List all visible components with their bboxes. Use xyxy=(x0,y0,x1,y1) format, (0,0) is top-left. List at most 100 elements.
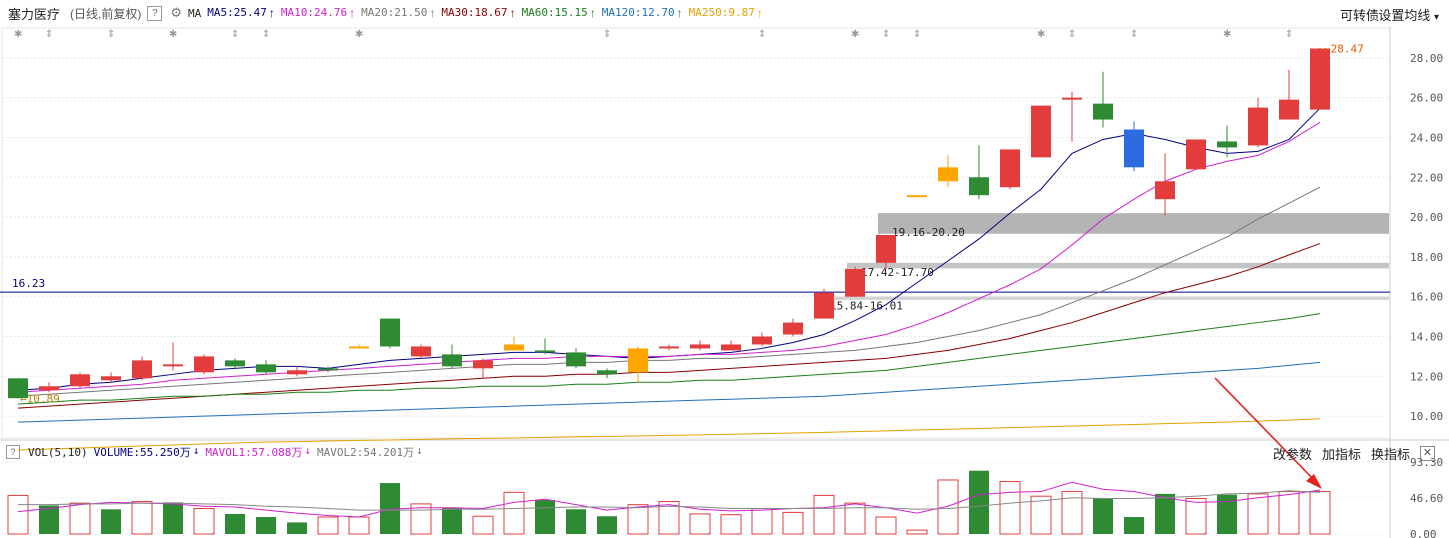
vol-legend-item-2: MAVOL2:54.201万 xyxy=(317,446,415,459)
chevron-down-icon: ▾ xyxy=(1433,12,1439,23)
candle-body-36 xyxy=(1124,129,1144,168)
ma-legend-item-2: MA20:21.50 xyxy=(361,6,428,19)
stock-name[interactable]: 塞力医疗 xyxy=(8,6,61,22)
candle-body-27 xyxy=(845,268,865,297)
ma-settings-button[interactable]: 设置均线 ▾ xyxy=(1378,5,1439,24)
price-tick-label-6: 16.00 xyxy=(1410,291,1443,304)
volume-bar-30 xyxy=(937,479,959,535)
volume-bar-37 xyxy=(1155,493,1175,534)
ma-legend-item-arrow-icon-6: ↑ xyxy=(756,6,763,20)
event-marker-icon-10: ⇕ xyxy=(882,29,890,40)
annotation-arrow-line xyxy=(1214,377,1319,485)
candle-body-14 xyxy=(442,354,462,367)
ma-legend-item-4: MA60:15.15 xyxy=(521,6,588,19)
low-price-label: ←10.89 xyxy=(20,392,60,405)
volume-bar-34 xyxy=(1061,491,1083,535)
vol-legend-item-arrow-icon-2: ↓ xyxy=(416,444,423,457)
candle-body-25 xyxy=(783,322,803,335)
price-tick-label-9: 10.00 xyxy=(1410,410,1443,423)
price-tick-label-4: 20.00 xyxy=(1410,211,1443,224)
candle-body-20 xyxy=(628,348,648,373)
candle-body-1 xyxy=(39,386,59,391)
price-tick-label-8: 12.00 xyxy=(1410,370,1443,383)
candle-body-8 xyxy=(256,364,276,373)
reference-line-label: 16.23 xyxy=(12,277,45,290)
volume-bar-24 xyxy=(751,508,773,535)
support-zone-label-2: 15.84-16.01 xyxy=(830,299,903,312)
volume-bar-33 xyxy=(1030,495,1052,535)
candle-body-22 xyxy=(690,344,710,349)
volume-bar-10 xyxy=(317,516,339,535)
ma-legend-item-arrow-icon-3: ↑ xyxy=(509,6,516,20)
ma-legend-item-5: MA120:12.70 xyxy=(601,6,675,19)
event-marker-icon-13: ⇕ xyxy=(1068,29,1076,40)
volume-bar-14 xyxy=(442,507,462,534)
change-params-button[interactable]: 改参数 xyxy=(1272,447,1312,462)
candle-body-28 xyxy=(876,234,896,263)
candle-body-10 xyxy=(318,368,338,371)
support-zone-label-0: 19.16-20.20 xyxy=(892,226,965,239)
ma-legend-item-arrow-icon-2: ↑ xyxy=(429,6,436,20)
price-tick-label-7: 14.00 xyxy=(1410,330,1443,343)
event-marker-icon-0: ✱ xyxy=(14,29,22,40)
volume-bar-35 xyxy=(1093,498,1113,534)
ma-label: MA xyxy=(188,6,202,20)
ma-line-ma250 xyxy=(17,418,1321,451)
candle-body-32 xyxy=(1000,149,1020,188)
ma-legend-item-arrow-icon-5: ↑ xyxy=(676,6,683,20)
volume-bar-15 xyxy=(472,515,494,535)
candle-body-19 xyxy=(597,370,617,375)
convertible-bond-link[interactable]: 可转债 xyxy=(1339,8,1379,23)
volume-bar-38 xyxy=(1185,498,1207,535)
add-indicator-button[interactable]: 加指标 xyxy=(1321,447,1361,462)
volume-bar-8 xyxy=(256,517,276,534)
volume-bar-36 xyxy=(1124,517,1144,534)
volume-bar-18 xyxy=(566,509,586,534)
volume-legend: VOLUME:55.250万 ↓ MAVOL1:57.088万 ↓ MAVOL2:54.… xyxy=(88,444,423,460)
volume-bar-11 xyxy=(348,516,370,535)
candle-body-15 xyxy=(473,360,493,369)
volume-bar-13 xyxy=(410,503,432,535)
volume-help-icon[interactable]: ? xyxy=(6,445,20,459)
volume-toolbar: 改参数 加指标 换指标 ✕ xyxy=(1273,444,1435,463)
candle-body-39 xyxy=(1217,141,1237,148)
volume-bar-17 xyxy=(535,500,555,534)
event-marker-icon-7: ⇕ xyxy=(603,29,611,40)
volume-bar-26 xyxy=(813,494,835,535)
candle-body-2 xyxy=(70,374,90,387)
volume-bar-1 xyxy=(39,505,59,534)
candle-body-38 xyxy=(1186,139,1206,170)
event-marker-icon-4: ⇕ xyxy=(231,29,239,40)
ma-line-ma60 xyxy=(17,313,1321,405)
period-label: (日线,前复权) xyxy=(70,6,142,21)
price-tick-label-0: 28.00 xyxy=(1410,52,1443,65)
candle-body-7 xyxy=(225,360,245,367)
candle-body-21 xyxy=(659,346,679,349)
high-price-label: ←28.47 xyxy=(1324,43,1364,56)
ma-legend-item-0: MA5:25.47 xyxy=(207,6,267,19)
close-icon[interactable]: ✕ xyxy=(1420,446,1435,461)
candle-body-29 xyxy=(907,195,927,198)
volume-header: ? VOL(5,10) VOLUME:55.250万 ↓ MAVOL1:57.088… xyxy=(0,443,423,461)
event-marker-icon-15: ✱ xyxy=(1223,29,1231,40)
volume-bar-6 xyxy=(193,508,215,535)
candle-body-24 xyxy=(752,336,772,345)
candle-body-42 xyxy=(1310,48,1330,110)
ma-line-ma120 xyxy=(17,361,1321,423)
annotation-arrow-head xyxy=(1306,474,1322,489)
event-marker-icon-9: ✱ xyxy=(851,29,859,40)
help-icon[interactable]: ? xyxy=(147,5,163,21)
support-zone-1 xyxy=(847,262,1389,269)
switch-indicator-button[interactable]: 换指标 xyxy=(1370,447,1410,462)
candle-body-33 xyxy=(1031,105,1051,158)
candle-body-31 xyxy=(969,177,989,196)
candle-body-13 xyxy=(411,346,431,357)
volume-bar-40 xyxy=(1247,493,1269,535)
candle-body-26 xyxy=(814,292,834,319)
event-marker-icon-14: ⇕ xyxy=(1130,29,1138,40)
candle-body-0 xyxy=(8,378,28,399)
volume-bar-22 xyxy=(689,513,711,535)
volume-bar-7 xyxy=(225,513,245,534)
gear-icon[interactable]: ⚙ xyxy=(170,5,182,20)
